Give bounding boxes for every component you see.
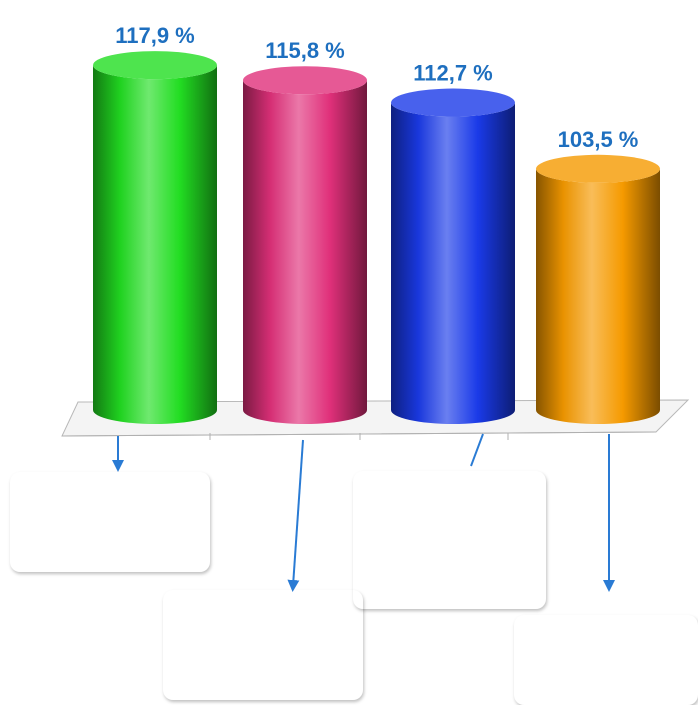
- bar-top-3: [536, 154, 660, 183]
- bar-2: [391, 102, 515, 424]
- category-box-avtomobil-benzini: Avtomobil benzini: [163, 590, 363, 700]
- connector-arrow-1: [287, 439, 304, 592]
- x-axis-line: [61, 431, 657, 437]
- bar-1: [243, 80, 367, 424]
- bar-top-0: [93, 51, 217, 80]
- category-box-aroq: Aroq: [10, 472, 210, 572]
- connector-arrow-2: [470, 433, 484, 467]
- bar-top-1: [243, 66, 367, 95]
- data-label-3: 103,5 %: [558, 127, 639, 152]
- data-label-2: 112,7 %: [413, 61, 493, 86]
- data-label-0: 117,9 %: [115, 23, 195, 48]
- bar-3: [536, 168, 660, 424]
- bar-0: [93, 65, 217, 425]
- category-box-uzum-musallasi: Uzum musallasi (Vino): [353, 471, 546, 609]
- bar-top-2: [391, 88, 515, 117]
- data-label-1: 115,8 %: [265, 38, 345, 63]
- category-box-un-mahsuloti: Un mahsuloti: [514, 615, 698, 705]
